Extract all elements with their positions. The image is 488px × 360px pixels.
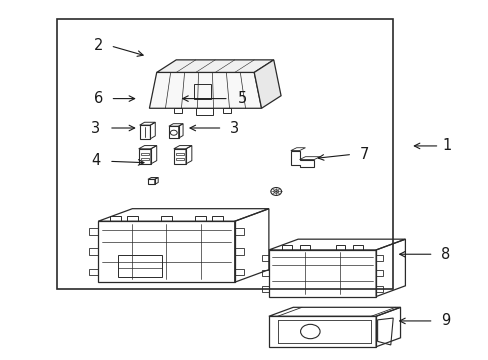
Text: 3: 3 xyxy=(91,121,100,135)
Text: 5: 5 xyxy=(237,91,246,106)
Bar xyxy=(375,255,382,261)
Text: 7: 7 xyxy=(359,147,368,162)
Bar xyxy=(234,269,243,275)
Polygon shape xyxy=(254,60,281,108)
Bar xyxy=(223,108,230,113)
Bar xyxy=(262,270,268,276)
Bar xyxy=(110,216,121,221)
Text: 4: 4 xyxy=(91,153,100,168)
Text: 6: 6 xyxy=(93,91,102,106)
Bar xyxy=(141,153,149,155)
Bar xyxy=(175,153,184,155)
Bar xyxy=(141,158,149,160)
Bar xyxy=(299,245,309,250)
Text: 1: 1 xyxy=(441,139,450,153)
Bar xyxy=(161,216,171,221)
Bar xyxy=(118,255,161,277)
Bar xyxy=(353,245,363,250)
Bar xyxy=(193,84,211,99)
Bar xyxy=(262,255,268,261)
Bar xyxy=(89,248,98,255)
Text: 2: 2 xyxy=(93,38,102,53)
Polygon shape xyxy=(157,60,273,72)
Bar xyxy=(89,269,98,275)
Text: 8: 8 xyxy=(440,247,449,262)
Bar xyxy=(57,19,392,289)
Bar xyxy=(281,245,291,250)
Bar xyxy=(195,108,213,115)
Bar xyxy=(234,248,243,255)
Bar xyxy=(375,270,382,276)
Text: 9: 9 xyxy=(440,314,449,328)
Bar xyxy=(175,158,184,160)
Bar xyxy=(195,216,205,221)
Bar xyxy=(262,286,268,292)
Bar xyxy=(335,245,345,250)
Bar xyxy=(89,228,98,235)
Bar xyxy=(375,286,382,292)
Text: 3: 3 xyxy=(230,121,239,135)
Bar xyxy=(212,216,223,221)
Bar xyxy=(174,108,182,113)
Bar xyxy=(127,216,138,221)
Bar xyxy=(234,228,243,235)
Polygon shape xyxy=(149,72,261,108)
